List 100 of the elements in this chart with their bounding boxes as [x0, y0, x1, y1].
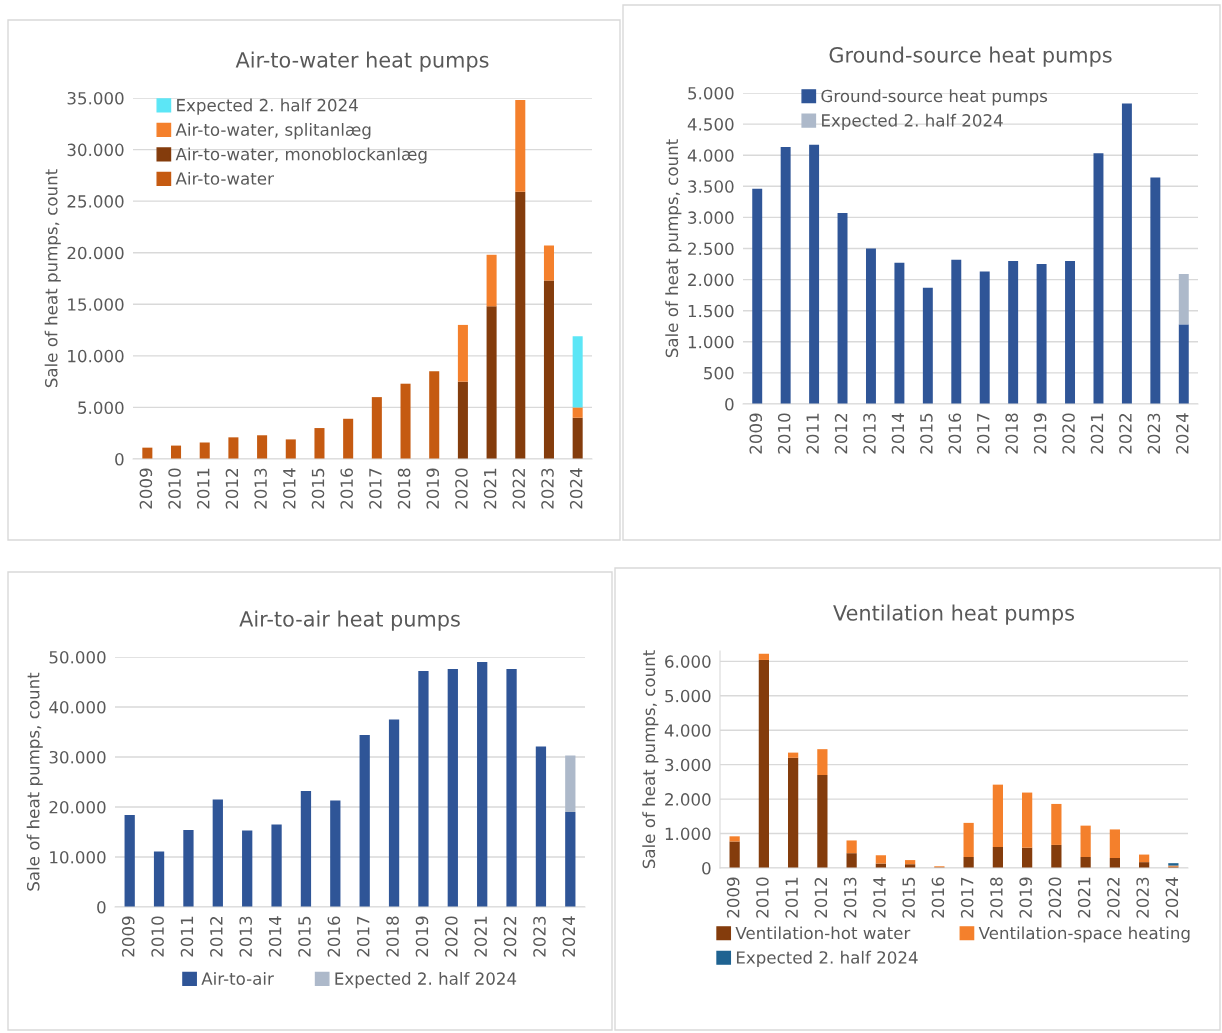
- x-tick-label: 2018: [397, 468, 411, 509]
- x-tick-label: 2023: [1147, 413, 1161, 454]
- x-tick-label: 2021: [483, 468, 497, 509]
- y-tick-label: 0: [97, 900, 106, 914]
- y-tick-label: 3.000: [688, 211, 734, 224]
- x-tick-label: 2012: [814, 878, 828, 918]
- x-tick-label: 2017: [976, 413, 990, 454]
- legend-label: Air-to-water, monoblockanlæg: [175, 147, 427, 164]
- x-tick-label: 2011: [806, 413, 819, 454]
- legend-label: Expected 2. half 2024: [822, 113, 1003, 130]
- y-tick-label: 30.000: [67, 143, 124, 157]
- legend-label: Ventilation-hot water: [735, 926, 911, 940]
- y-tick-label: 3.500: [688, 180, 734, 193]
- legend-label: Air-to-air: [201, 972, 274, 985]
- x-tick-label: 2009: [726, 877, 740, 918]
- y-tick-label: 1.000: [688, 335, 734, 349]
- x-tick-label: 2024: [1165, 877, 1179, 918]
- x-tick-label: 2022: [1107, 878, 1120, 918]
- y-axis-title: Sale of heat pumps, count: [44, 169, 61, 388]
- y-tick-label: 0: [702, 861, 711, 875]
- x-tick-label: 2014: [283, 468, 296, 509]
- y-tick-label: 4.000: [664, 724, 711, 737]
- x-tick-label: 2015: [902, 877, 915, 918]
- x-tick-label: 2016: [931, 877, 945, 918]
- y-tick-label: 1.000: [665, 827, 711, 841]
- x-tick-label: 2016: [948, 413, 962, 454]
- y-tick-label: 20.000: [49, 800, 106, 814]
- x-tick-label: 2010: [777, 413, 791, 454]
- y-tick-label: 10.000: [50, 850, 106, 864]
- y-tick-label: 0: [115, 452, 124, 466]
- y-axis-title: Sale of heat pumps, count: [26, 672, 43, 891]
- x-tick-label: 2021: [1077, 877, 1091, 918]
- x-tick-label: 2015: [920, 413, 933, 454]
- x-tick-label: 2010: [756, 877, 769, 918]
- legend-label: Air-to-water: [175, 171, 274, 185]
- legend-label: Expected 2. half 2024: [736, 950, 918, 967]
- x-tick-label: 2010: [151, 916, 164, 957]
- x-tick-label: 2020: [1048, 877, 1062, 918]
- x-tick-label: 2017: [356, 916, 370, 957]
- y-axis-title: Sale of heat pumps, count: [642, 650, 659, 869]
- y-tick-label: 4.000: [687, 149, 734, 162]
- x-tick-label: 2014: [873, 877, 886, 918]
- x-tick-label: 2019: [1033, 413, 1047, 454]
- x-tick-label: 2018: [1005, 413, 1018, 454]
- legend-label: Ventilation-space heating: [978, 926, 1190, 943]
- y-tick-label: 20.000: [67, 246, 124, 260]
- legend-label: Expected 2. half 2024: [335, 972, 517, 989]
- y-tick-label: 3.000: [665, 758, 711, 772]
- y-tick-label: 25.000: [67, 195, 124, 208]
- y-tick-label: 6.000: [665, 655, 711, 668]
- y-tick-label: 10.000: [68, 349, 124, 363]
- x-tick-label: 2010: [168, 468, 181, 509]
- legend-label: Air-to-water, splitanlæg: [175, 123, 371, 140]
- x-tick-label: 2017: [369, 468, 382, 509]
- x-tick-label: 2013: [254, 468, 267, 509]
- y-tick-label: 2.000: [688, 273, 734, 287]
- y-tick-label: 15.000: [68, 298, 124, 311]
- x-tick-label: 2015: [311, 468, 325, 509]
- x-tick-label: 2016: [327, 916, 341, 957]
- x-tick-label: 2017: [960, 877, 974, 918]
- y-tick-label: 50.000: [49, 650, 106, 664]
- x-tick-label: 2023: [533, 916, 546, 957]
- x-tick-label: 2012: [210, 917, 223, 957]
- x-tick-label: 2018: [386, 916, 399, 957]
- x-tick-label: 2009: [139, 468, 153, 509]
- x-tick-label: 2011: [180, 916, 194, 957]
- chart-title: Ventilation heat pumps: [833, 604, 1075, 625]
- x-tick-label: 2021: [474, 916, 488, 957]
- x-tick-label: 2018: [990, 877, 1003, 918]
- x-tick-label: 2009: [121, 916, 135, 957]
- x-tick-label: 2013: [239, 916, 253, 957]
- x-tick-label: 2023: [1136, 877, 1149, 918]
- chart-title: Ground-source heat pumps: [829, 46, 1112, 67]
- legend-label: Expected 2. half 2024: [177, 98, 358, 115]
- x-tick-label: 2016: [340, 468, 353, 509]
- y-tick-label: 30.000: [49, 750, 106, 764]
- y-axis-title: Sale of heat pumps, count: [665, 139, 682, 358]
- y-tick-label: 500: [704, 366, 734, 380]
- x-tick-label: 2015: [298, 916, 311, 957]
- y-tick-label: 5.000: [688, 86, 734, 100]
- x-tick-label: 2022: [512, 469, 526, 509]
- x-tick-label: 2020: [445, 916, 458, 957]
- y-tick-label: 0: [725, 397, 734, 411]
- y-tick-label: 5.000: [665, 689, 711, 703]
- x-tick-label: 2019: [1019, 877, 1032, 918]
- x-tick-label: 2024: [562, 916, 576, 957]
- x-tick-label: 2022: [1119, 414, 1132, 454]
- x-tick-label: 2022: [503, 917, 517, 957]
- x-tick-label: 2019: [426, 468, 440, 509]
- x-tick-label: 2024: [569, 468, 583, 509]
- y-tick-label: 40.000: [49, 700, 106, 714]
- chart-title: Air-to-air heat pumps: [239, 610, 460, 631]
- x-tick-label: 2013: [843, 877, 857, 918]
- x-tick-label: 2019: [415, 916, 429, 957]
- x-tick-label: 2021: [1090, 413, 1104, 454]
- x-tick-label: 2020: [455, 468, 468, 509]
- y-tick-label: 35.000: [67, 91, 124, 105]
- x-tick-label: 2023: [541, 468, 554, 509]
- chart-title: Air-to-water heat pumps: [235, 51, 489, 72]
- x-tick-label: 2011: [785, 877, 798, 918]
